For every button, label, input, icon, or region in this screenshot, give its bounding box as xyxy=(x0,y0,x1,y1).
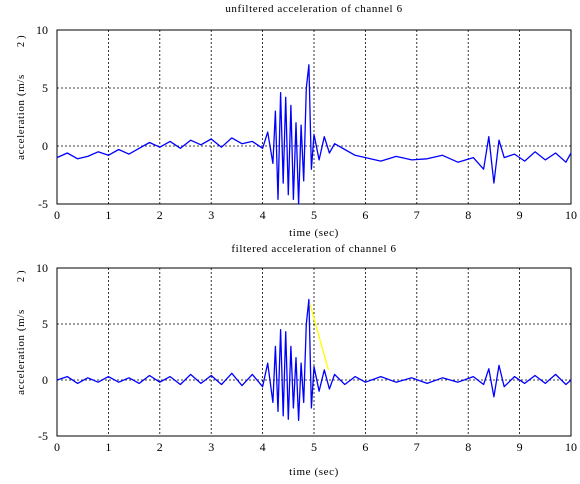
chart-top-y-tick-label: 0 xyxy=(42,139,48,153)
chart-top-series-line-0 xyxy=(56,64,572,205)
chart-top-y-axis-label-exponent: 2 xyxy=(16,42,27,47)
chart-bottom-x-tick-label: 7 xyxy=(414,440,420,454)
chart-bottom-x-ticks: 0 1 2 3 4 5 6 7 8 9 10 xyxy=(54,440,577,454)
chart-bottom-series xyxy=(56,298,572,421)
chart-bottom-y-axis-label-exponent: 2 xyxy=(16,277,27,282)
chart-top-x-tick-label: 4 xyxy=(260,208,266,222)
chart-top-title: unfiltered acceleration of channel 6 xyxy=(225,3,402,15)
chart-bottom-x-tick-label: 2 xyxy=(157,440,163,454)
chart-top-x-tick-label: 10 xyxy=(565,208,577,222)
chart-top-x-tick-label: 6 xyxy=(362,208,368,222)
chart-top-y-axis-label: acceleration (m/s 2 ) xyxy=(15,35,27,160)
chart-bottom-x-tick-label: 9 xyxy=(517,440,523,454)
chart-top-x-tick-label: 3 xyxy=(208,208,214,222)
chart-bottom-y-axis-label-text: acceleration (m/s xyxy=(15,309,27,395)
chart-bottom-x-tick-label: 4 xyxy=(260,440,266,454)
chart-bottom-x-axis-label: time (sec) xyxy=(289,466,339,478)
chart-top-y-tick-label: 5 xyxy=(42,81,48,95)
chart-top-y-tick-label: 10 xyxy=(36,23,48,37)
chart-bottom-y-tick-label: 0 xyxy=(42,373,48,387)
chart-bottom-y-tick-label: 10 xyxy=(36,261,48,275)
chart-bottom-x-tick-label: 3 xyxy=(208,440,214,454)
chart-top-y-tick-label: -5 xyxy=(38,197,48,211)
chart-top-x-tick-label: 8 xyxy=(465,208,471,222)
chart-bottom-y-axis-label-close: ) xyxy=(15,270,27,274)
chart-top-x-tick-label: 2 xyxy=(157,208,163,222)
chart-top-series xyxy=(56,64,572,205)
chart-bottom-title: filtered acceleration of channel 6 xyxy=(231,243,396,255)
chart-top-x-tick-label: 1 xyxy=(105,208,111,222)
chart-bottom-y-ticks: -5 0 5 10 xyxy=(36,261,48,443)
chart-bottom-y-axis-label: acceleration (m/s 2 ) xyxy=(15,270,27,395)
chart-top-x-tick-label: 0 xyxy=(54,208,60,222)
chart-top-y-ticks: -5 0 5 10 xyxy=(36,23,48,211)
chart-bottom-series-line-1 xyxy=(309,303,330,371)
chart-bottom-x-tick-label: 8 xyxy=(465,440,471,454)
chart-bottom-series-line-0 xyxy=(56,298,572,421)
chart-bottom-x-tick-label: 1 xyxy=(105,440,111,454)
chart-top-y-axis-label-close: ) xyxy=(15,35,27,39)
chart-bottom-x-tick-label: 0 xyxy=(54,440,60,454)
chart-top-frame xyxy=(56,29,572,205)
chart-top: unfiltered acceleration of channel 6 0 1 2… xyxy=(15,3,577,239)
chart-top-x-tick-label: 9 xyxy=(517,208,523,222)
chart-bottom-y-tick-label: 5 xyxy=(42,317,48,331)
chart-bottom-x-tick-label: 5 xyxy=(311,440,317,454)
chart-bottom-y-tick-label: -5 xyxy=(38,429,48,443)
chart-top-x-tick-label: 7 xyxy=(414,208,420,222)
chart-bottom: filtered acceleration of channel 6 0 1 2 3 4… xyxy=(15,243,577,478)
chart-bottom-grid xyxy=(57,268,571,436)
chart-top-x-ticks: 0 1 2 3 4 5 6 7 8 9 10 xyxy=(54,208,577,222)
chart-top-x-axis-label: time (sec) xyxy=(289,227,339,239)
chart-bottom-x-tick-label: 10 xyxy=(565,440,577,454)
chart-top-x-tick-label: 5 xyxy=(311,208,317,222)
chart-bottom-frame xyxy=(56,267,572,437)
chart-top-y-axis-label-text: acceleration (m/s xyxy=(15,74,27,160)
chart-bottom-x-tick-label: 6 xyxy=(362,440,368,454)
